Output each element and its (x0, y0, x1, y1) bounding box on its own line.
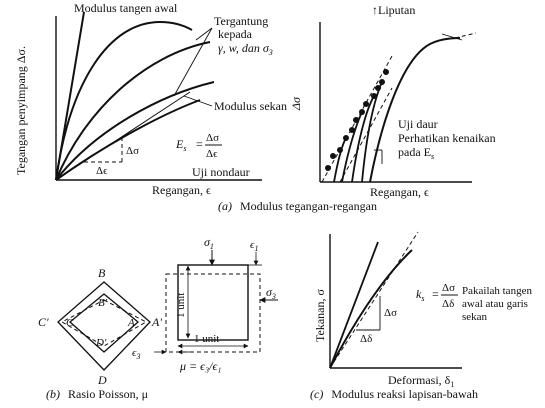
depends-label-1: Tergantung (214, 14, 268, 28)
delta-eps-label: Δϵ (96, 165, 108, 177)
a-right-x-axis-label: Regangan, ϵ (370, 185, 429, 199)
svg-text:=: = (196, 137, 203, 151)
label-B-prime: B' (98, 297, 108, 309)
svg-text:Δσ: Δσ (206, 132, 219, 144)
label-C: C (66, 317, 74, 329)
cycle-point (375, 85, 381, 91)
envelope-curve (369, 37, 461, 183)
cycle-point (343, 135, 349, 141)
panel-c: Tekanan, σ Deformasi, δ1 Δσ Δδ ks = Δσ Δ… (313, 231, 532, 389)
stress-strain-curve-1 (55, 20, 193, 181)
a-left-x-axis-label: Regangan, ϵ (152, 183, 211, 197)
depends-leader-1 (195, 27, 213, 41)
label-D-prime: D' (95, 337, 107, 349)
cycle-point (359, 109, 365, 115)
eps1-label: ϵ1 (250, 239, 258, 253)
svg-text:ks: ks (416, 287, 424, 303)
svg-text:Δϵ: Δϵ (206, 148, 218, 160)
svg-text:Δσ: Δσ (442, 282, 455, 294)
c-y-axis-label: Tekanan, σ (313, 289, 327, 342)
caption-c: (c) Modulus reaksi lapisan-bawah (310, 387, 478, 401)
secant-dash-2 (339, 87, 393, 183)
inner-rhombus (68, 293, 140, 353)
cycle-point (325, 165, 331, 171)
label-C-prime: C' (38, 315, 49, 329)
secant-dash (329, 231, 419, 369)
cycle-2 (341, 111, 363, 183)
depends-leader-2 (173, 27, 213, 97)
secant-line (55, 91, 191, 181)
a-right-y-axis-label: Δσ (289, 96, 303, 111)
unit-vertical-label: 1 unit (175, 293, 187, 318)
secant-leader (183, 95, 213, 107)
deformed-rhombus (60, 299, 148, 347)
label-B: B (98, 266, 106, 280)
stress-strain-curve-2 (55, 41, 211, 181)
depends-label-2: kepada (218, 27, 253, 41)
deformed-square (165, 273, 261, 353)
delta-sigma-label: Δσ (126, 145, 139, 157)
eps3-label: ϵ3 (132, 347, 140, 361)
secant-modulus-formula: Es = Δσ Δϵ (175, 132, 222, 160)
cycle-points (325, 69, 389, 171)
initial-tangent-label: Modulus tangen awal (74, 1, 178, 15)
initial-tangent-line (329, 241, 379, 369)
svg-text:Δδ: Δδ (442, 298, 454, 310)
svg-text:=: = (432, 287, 439, 301)
outer-rhombus (57, 281, 151, 371)
label-D: D (97, 373, 107, 387)
svg-text:Es: Es (175, 137, 186, 153)
cycle-point (383, 69, 389, 75)
cycle-point (371, 93, 377, 99)
poisson-formula: μ = ϵ₃/ϵ₁ (179, 359, 221, 373)
secant-modulus-label: Modulus sekan (214, 99, 287, 113)
note-line-2: pada Es (398, 145, 434, 161)
cycle-point (330, 153, 336, 159)
c-delta-delta-label: Δδ (360, 333, 372, 345)
c-note-1: Pakailah tangen (462, 285, 532, 297)
envelope-extension (454, 32, 477, 39)
unit-horizontal-label: 1 unit (194, 333, 219, 345)
nonrepeated-test-label: Uji nondaur (192, 165, 250, 179)
stress-strain-curve-3 (55, 81, 215, 181)
cycle-point (363, 101, 369, 107)
cycle-point (353, 117, 359, 123)
sigma1-label: σ1 (204, 235, 214, 251)
envelope-leader (441, 33, 463, 41)
cycle-point (337, 147, 343, 153)
c-x-axis-label: Deformasi, δ1 (388, 373, 454, 389)
c-delta-sigma-label: Δσ (384, 307, 397, 319)
cycle-point (379, 79, 385, 85)
c-note-3: sekan (462, 311, 488, 323)
panel-a-left: Modulus tangen awal Tergantung kepada γ,… (14, 1, 287, 197)
depends-label-3: γ, w, dan σ3 (218, 41, 273, 57)
sigma3-label: σ3 (266, 285, 276, 301)
caption-a: (a) Modulus tegangan-regangan (218, 199, 377, 213)
label-A-prime: A' (151, 315, 162, 329)
c-note-2: awal atau garis (462, 298, 528, 310)
subgrade-modulus-formula: ks = Δσ Δδ (416, 282, 458, 310)
unit-square (177, 264, 249, 341)
label-A: A (127, 317, 135, 329)
envelope-label: ↑Liputan (372, 3, 415, 17)
caption-b: (b) Rasio Poisson, μ (46, 387, 148, 401)
cyclic-test-label: Uji daur (398, 117, 438, 131)
pressure-deformation-curve (329, 249, 413, 369)
a-left-y-axis-label: Tegangan penyimpang Δσ. (14, 46, 28, 175)
cycle-point (349, 127, 355, 133)
panel-a-right: ↑Liputan Δσ Regangan, ϵ Uji daur Perhati… (289, 3, 496, 199)
note-line-1: Perhatikan kenaikan (398, 131, 496, 145)
cycle-3 (351, 95, 375, 183)
panel-b: B B' C' C A A' D' D σ1 ϵ1 σ3 1 unit 1 un… (38, 235, 278, 387)
